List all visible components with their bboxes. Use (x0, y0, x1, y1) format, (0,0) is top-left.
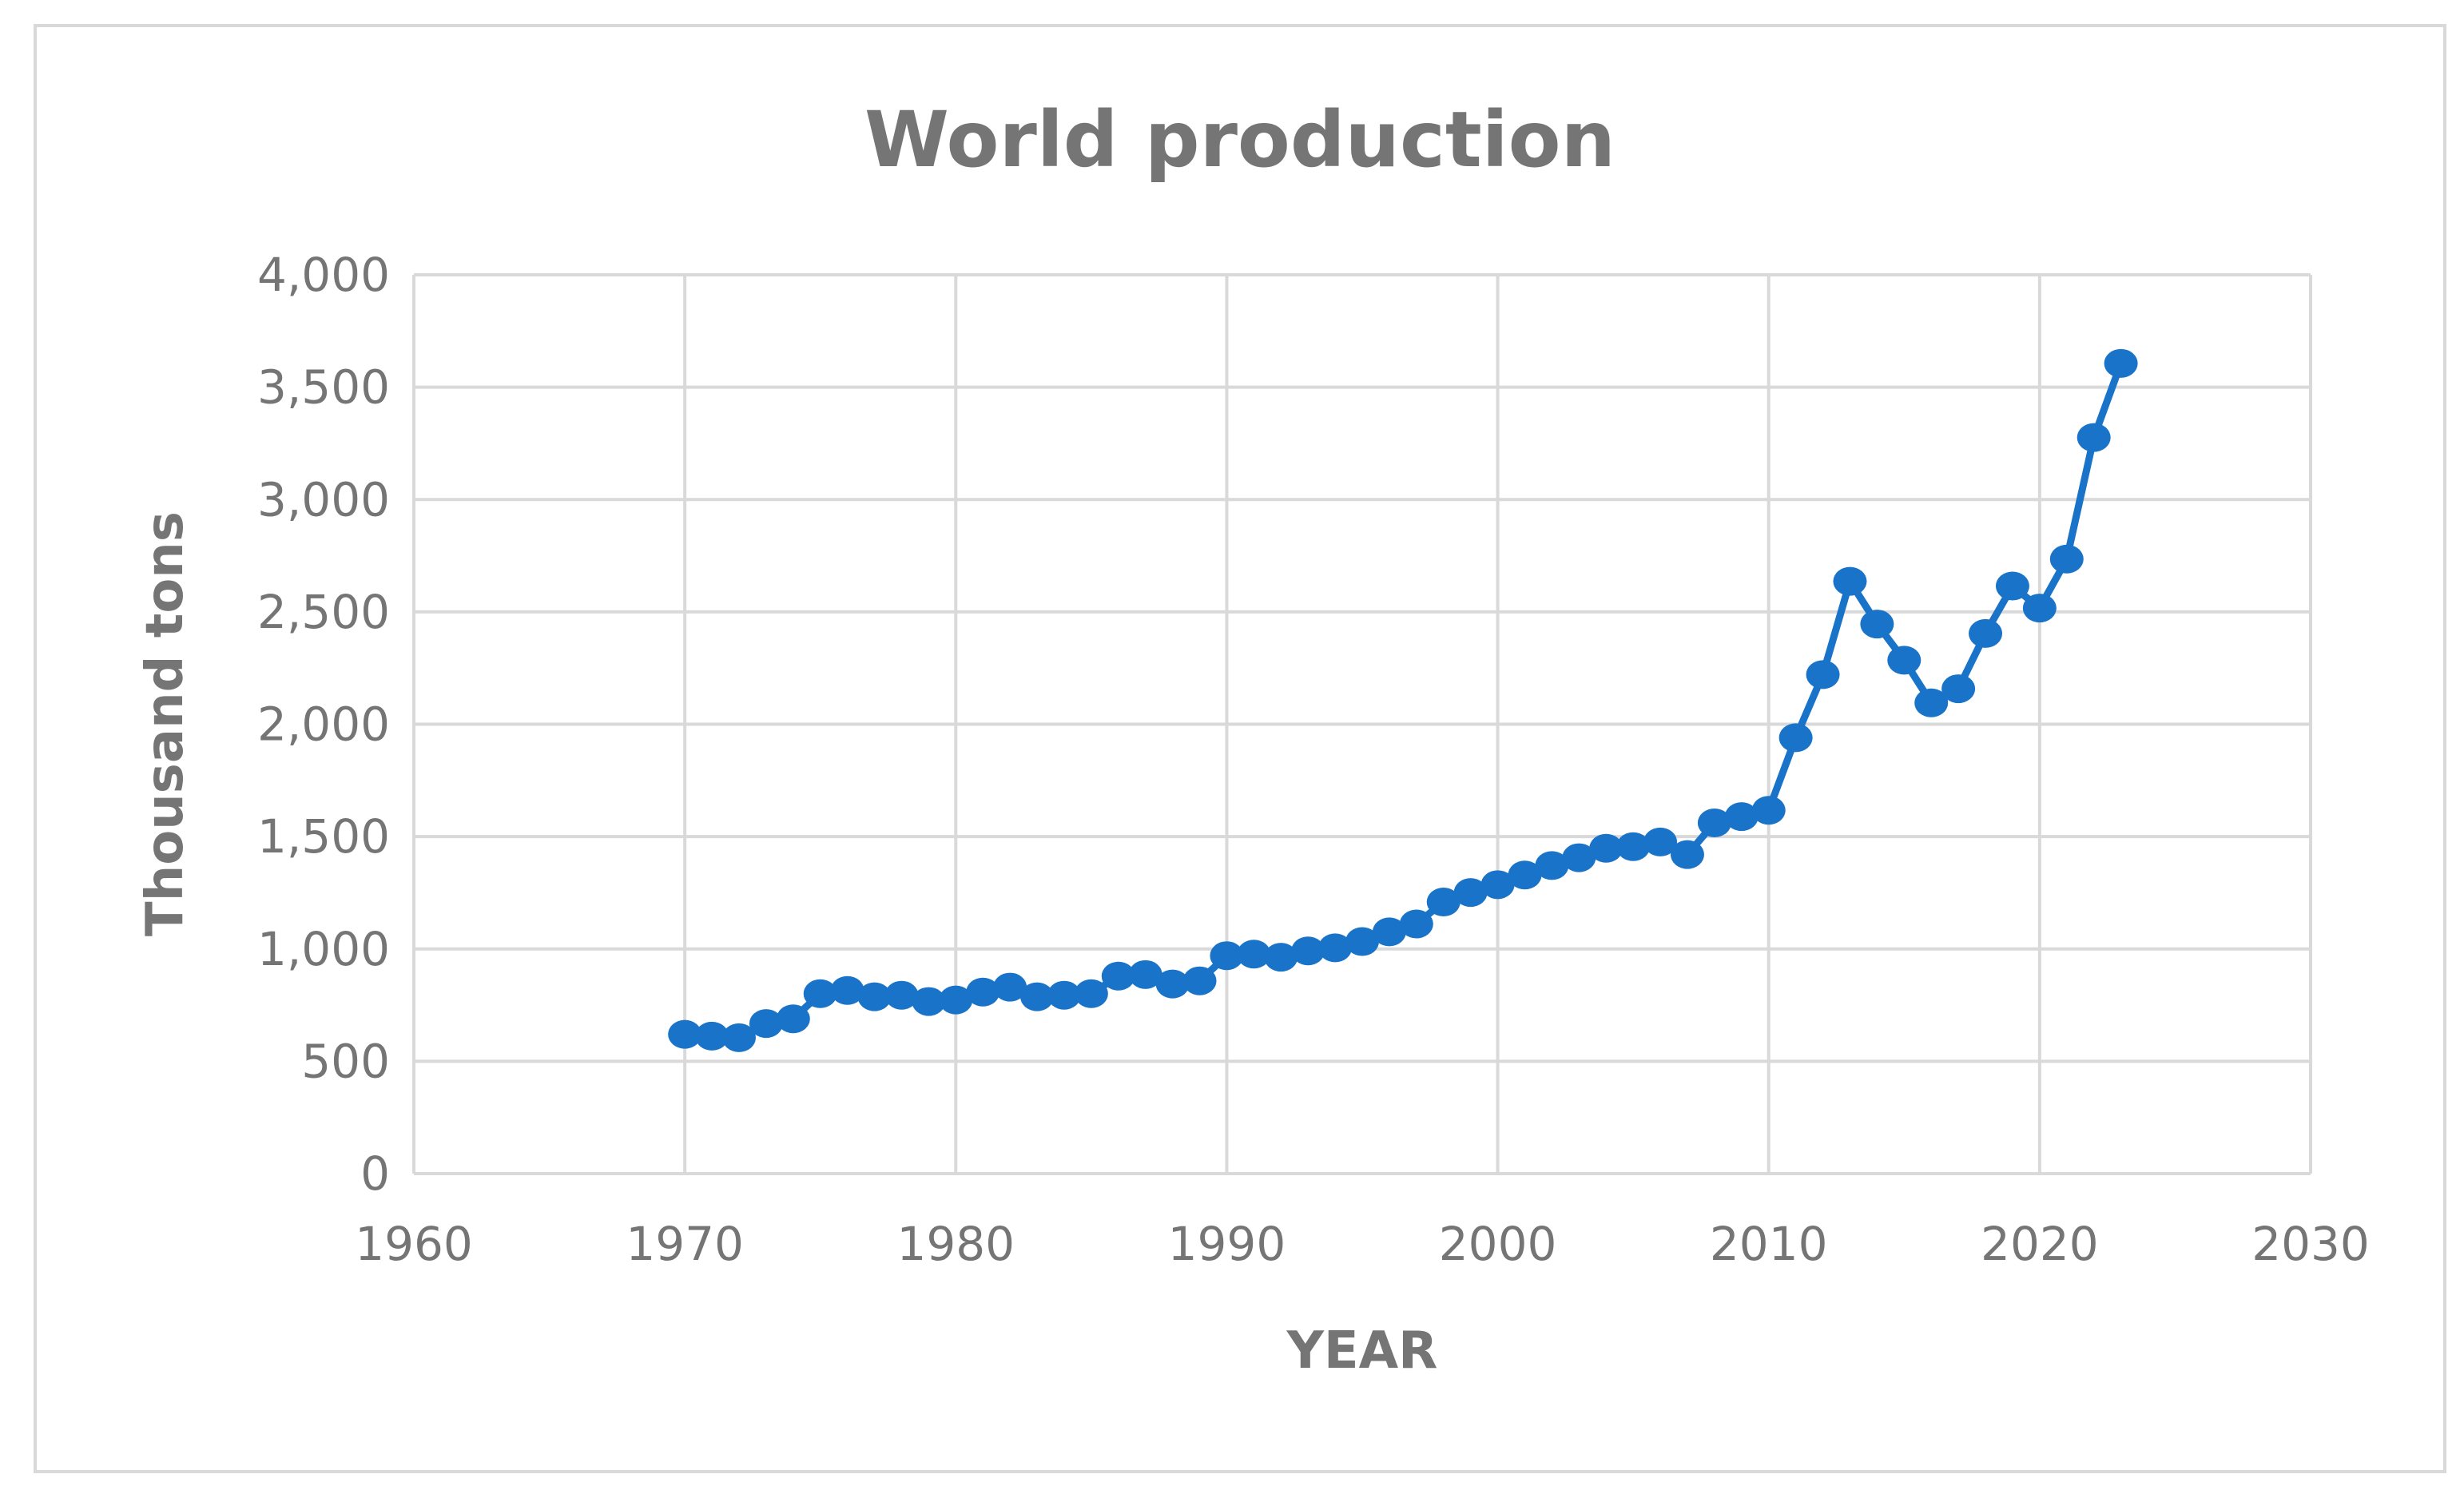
y-axis-label: Thousand tons (136, 511, 195, 936)
y-tick-label: 0 (360, 1146, 390, 1201)
data-point (1562, 843, 1596, 872)
x-tick-label: 1980 (896, 1217, 1015, 1271)
data-point (1399, 909, 1433, 939)
data-point (1751, 796, 1786, 825)
data-point (1941, 674, 1976, 704)
y-tick-label: 3,500 (257, 360, 390, 415)
y-tick-label: 1,000 (257, 922, 390, 976)
data-point (830, 975, 864, 1005)
data-point (695, 1021, 729, 1051)
x-tick-label: 1970 (626, 1217, 744, 1271)
data-point (1291, 936, 1325, 966)
data-point (1508, 860, 1542, 890)
data-point (1887, 646, 1922, 675)
data-point (1914, 688, 1949, 717)
data-point (776, 1004, 810, 1034)
data-point (1833, 566, 1867, 596)
data-point (993, 972, 1027, 1002)
data-point (1778, 723, 1813, 753)
data-point (912, 987, 946, 1016)
x-tick-label: 1960 (355, 1217, 473, 1271)
data-point (1616, 832, 1651, 861)
tick-labels: 0 500 1,000 1,500 2,000 2,500 3,000 3,500 4,000 1… (257, 248, 2370, 1271)
chart-border (34, 24, 2446, 1473)
x-tick-label: 2030 (2251, 1217, 2370, 1271)
data-point (884, 980, 919, 1010)
y-tick-label: 500 (301, 1034, 390, 1088)
x-tick-label: 2010 (1710, 1217, 1828, 1271)
data-point (749, 1009, 783, 1039)
data-point (803, 979, 837, 1008)
data-point (1210, 941, 1244, 971)
y-tick-label: 3,000 (257, 472, 390, 526)
data-point (857, 982, 892, 1011)
x-axis-label: YEAR (1286, 1321, 1438, 1381)
series-world-production (668, 348, 2138, 1052)
data-point (1128, 960, 1162, 989)
data-point (1995, 571, 2029, 601)
y-tick-label: 2,500 (257, 585, 390, 639)
data-point (1047, 980, 1081, 1010)
data-point (2022, 594, 2057, 623)
data-point (1020, 982, 1055, 1011)
data-point (1237, 940, 1271, 969)
data-point (939, 985, 973, 1015)
data-point (1345, 927, 1379, 956)
x-tick-label: 2020 (1981, 1217, 2099, 1271)
data-point (668, 1019, 702, 1049)
data-point (1101, 961, 1135, 991)
data-point (721, 1023, 756, 1052)
data-point (1155, 969, 1190, 999)
data-point (1969, 618, 2003, 648)
data-point (2077, 423, 2111, 452)
data-point (1535, 851, 1569, 880)
data-point (1806, 660, 1840, 689)
data-point (1860, 610, 1894, 639)
y-tick-label: 2,000 (257, 697, 390, 752)
data-point (1372, 917, 1406, 947)
data-point (1426, 887, 1461, 916)
data-point (1697, 808, 1731, 837)
x-tick-label: 1990 (1168, 1217, 1286, 1271)
x-tick-label: 2000 (1439, 1217, 1557, 1271)
data-point (1074, 979, 1108, 1008)
data-point (1182, 966, 1217, 995)
data-point (1670, 840, 1704, 869)
chart-title: World production (864, 95, 1616, 185)
data-point (1589, 833, 1623, 863)
data-point (1724, 802, 1759, 832)
y-tick-label: 1,500 (257, 809, 390, 864)
data-point (2049, 544, 2084, 574)
data-point (1453, 878, 1488, 908)
data-point (1264, 943, 1298, 972)
data-point (966, 977, 1000, 1007)
y-tick-label: 4,000 (257, 248, 390, 302)
data-point (1480, 870, 1515, 900)
data-point (2104, 348, 2138, 378)
data-point (1643, 827, 1678, 856)
data-point (1318, 933, 1353, 963)
